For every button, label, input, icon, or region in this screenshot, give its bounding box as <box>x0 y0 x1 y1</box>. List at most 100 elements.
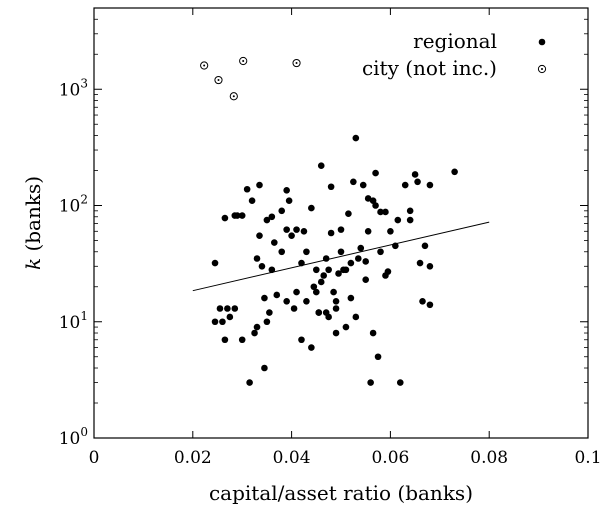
legend: regional city (not inc.) <box>362 29 547 80</box>
data-point <box>411 171 419 178</box>
data-point <box>200 61 209 70</box>
y-axis-title: k (banks) <box>21 176 45 270</box>
data-point <box>251 329 258 337</box>
data-point <box>313 266 320 274</box>
data-point <box>290 305 298 312</box>
data-point <box>221 214 229 222</box>
data-point <box>221 336 229 344</box>
data-point-ring <box>239 56 248 66</box>
data-point <box>253 323 261 331</box>
data-point <box>256 181 263 189</box>
y-tick-label: 103 <box>59 76 88 100</box>
data-point <box>243 185 251 193</box>
data-point <box>278 248 286 256</box>
data-point <box>347 294 355 302</box>
data-point <box>364 195 372 202</box>
data-point <box>211 259 219 267</box>
data-point <box>239 56 248 66</box>
data-point <box>426 262 434 270</box>
data-point <box>211 318 219 326</box>
x-tick-label: 0.02 <box>174 448 212 468</box>
data-point <box>214 75 223 85</box>
data-point-ring <box>200 61 209 70</box>
data-point-ring <box>292 58 301 68</box>
data-point <box>396 379 404 386</box>
data-point <box>248 197 256 204</box>
data-point <box>310 283 318 291</box>
data-point <box>283 297 290 305</box>
x-tick-label: 0.04 <box>273 448 311 468</box>
data-point <box>325 313 332 321</box>
data-point <box>238 336 246 344</box>
data-point <box>416 259 424 267</box>
data-point <box>377 208 384 216</box>
data-point <box>261 364 268 372</box>
data-point <box>352 134 360 142</box>
data-point <box>367 379 374 386</box>
data-point <box>322 255 330 262</box>
data-point <box>263 216 271 224</box>
data-point <box>372 169 379 177</box>
data-point <box>382 208 389 216</box>
data-point <box>253 255 261 262</box>
data-point <box>303 248 310 256</box>
data-point <box>384 268 392 275</box>
y-tick-label: 102 <box>59 193 88 217</box>
data-point <box>337 226 345 233</box>
x-axis-title: capital/asset ratio (banks) <box>209 481 473 505</box>
data-point <box>246 379 253 386</box>
data-point <box>292 58 301 68</box>
data-point-ring <box>214 75 223 85</box>
data-point <box>451 168 458 176</box>
data-point <box>330 288 337 296</box>
data-point <box>256 232 263 239</box>
data-point <box>392 242 399 250</box>
data-point <box>298 336 305 344</box>
data-point-ring <box>229 92 238 101</box>
data-point <box>224 305 231 312</box>
data-point <box>332 305 340 312</box>
data-point <box>335 270 342 277</box>
data-point <box>347 259 355 267</box>
data-point <box>308 344 315 351</box>
data-point <box>231 305 239 312</box>
legend-marker-dot <box>541 68 543 70</box>
data-point <box>298 259 305 267</box>
fit-line <box>192 221 490 292</box>
data-point <box>219 318 226 326</box>
data-point <box>268 213 276 221</box>
data-point <box>273 291 281 299</box>
data-point <box>216 305 224 312</box>
data-point <box>271 239 278 246</box>
data-point <box>362 276 370 284</box>
data-point-dot <box>217 79 220 82</box>
plot-layer <box>93 7 589 439</box>
data-point <box>406 216 414 224</box>
legend-label: city (not inc.) <box>362 56 497 80</box>
data-point <box>426 301 434 309</box>
data-point <box>258 262 266 270</box>
ticks-layer <box>93 7 589 439</box>
data-point <box>362 258 370 265</box>
data-point <box>233 212 241 219</box>
data-point <box>426 181 434 189</box>
data-point <box>352 313 360 321</box>
data-point <box>283 226 290 233</box>
data-point <box>317 278 325 286</box>
data-point <box>359 181 367 189</box>
x-tick-label: 0.1 <box>574 448 601 468</box>
data-point <box>293 226 300 233</box>
data-point <box>288 232 295 239</box>
data-point <box>342 323 350 331</box>
plot-frame <box>93 7 589 439</box>
data-point-dot <box>295 62 298 65</box>
data-point <box>278 207 286 215</box>
data-point <box>342 266 350 274</box>
data-point <box>332 329 340 337</box>
legend-label: regional <box>413 29 497 53</box>
data-point <box>350 178 357 186</box>
data-point <box>317 162 325 169</box>
data-point <box>320 272 328 279</box>
data-point <box>268 266 276 274</box>
